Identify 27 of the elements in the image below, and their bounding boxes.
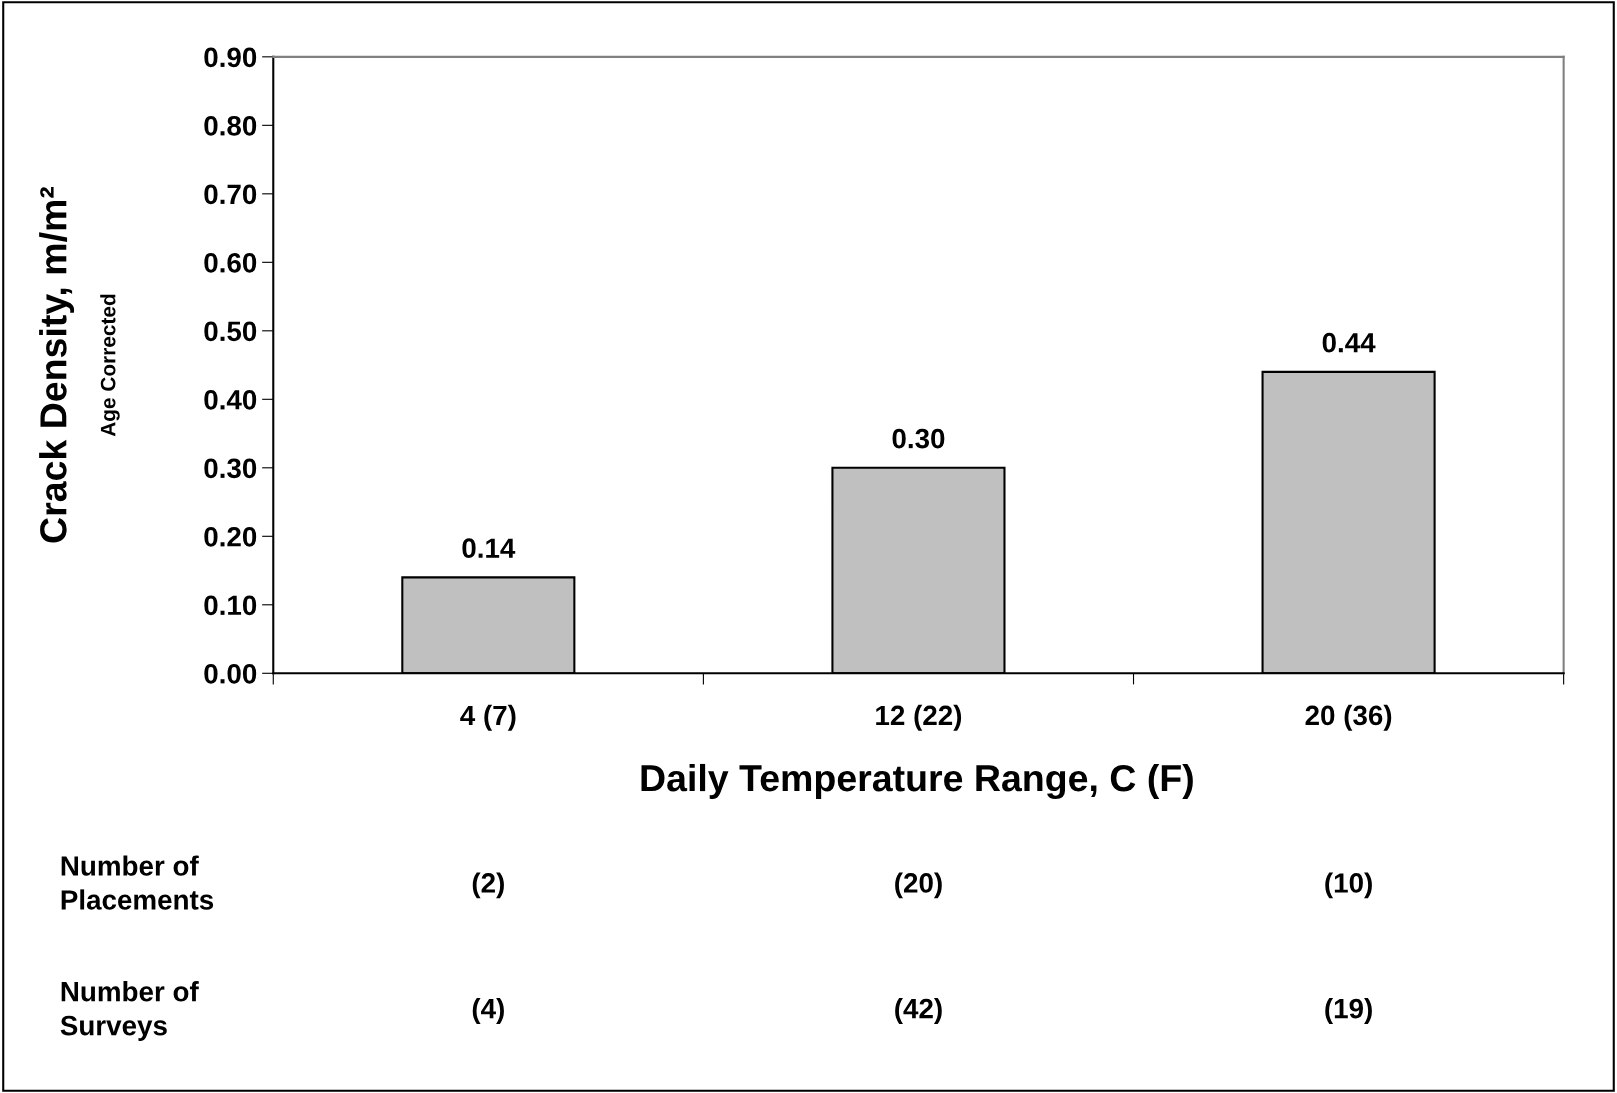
data-label: 0.30 [892, 428, 945, 449]
text: Number of Placements [61, 855, 214, 910]
text: Number of Surveys [60, 981, 199, 1041]
y-tick-label: 0.40 [204, 389, 257, 410]
data-label: 0.44 [1322, 332, 1376, 353]
text: (10) [1325, 872, 1372, 899]
y-tick-label: 0.50 [204, 321, 257, 342]
y-tick-label: 0.30 [204, 458, 257, 479]
x-axis-title: Daily Temperature Range, C (F) [641, 763, 1193, 800]
x-tick-label: 4 (7) [460, 704, 516, 731]
x-tick-label: 20 (36) [1305, 704, 1392, 731]
y-tick-label: 0.10 [204, 595, 257, 616]
y-tick-label: 0.60 [204, 252, 257, 273]
text: (19) [1325, 998, 1372, 1024]
text: (20) [895, 872, 942, 899]
text: Age Corrected [100, 294, 120, 437]
y-tick-label: 0.00 [204, 663, 257, 684]
text: (4) [472, 998, 504, 1024]
text: (2) [472, 872, 504, 899]
y-tick-label: 0.90 [204, 47, 257, 68]
text: (42) [895, 998, 942, 1024]
y-tick-label: 0.70 [204, 184, 257, 205]
y-tick-label: 0.20 [204, 526, 257, 547]
data-label: 0.14 [462, 538, 516, 559]
y-axis-title: Crack Density, m/m² [39, 186, 75, 543]
y-tick-label: 0.80 [204, 116, 257, 136]
x-tick-label: 12 (22) [876, 704, 962, 731]
